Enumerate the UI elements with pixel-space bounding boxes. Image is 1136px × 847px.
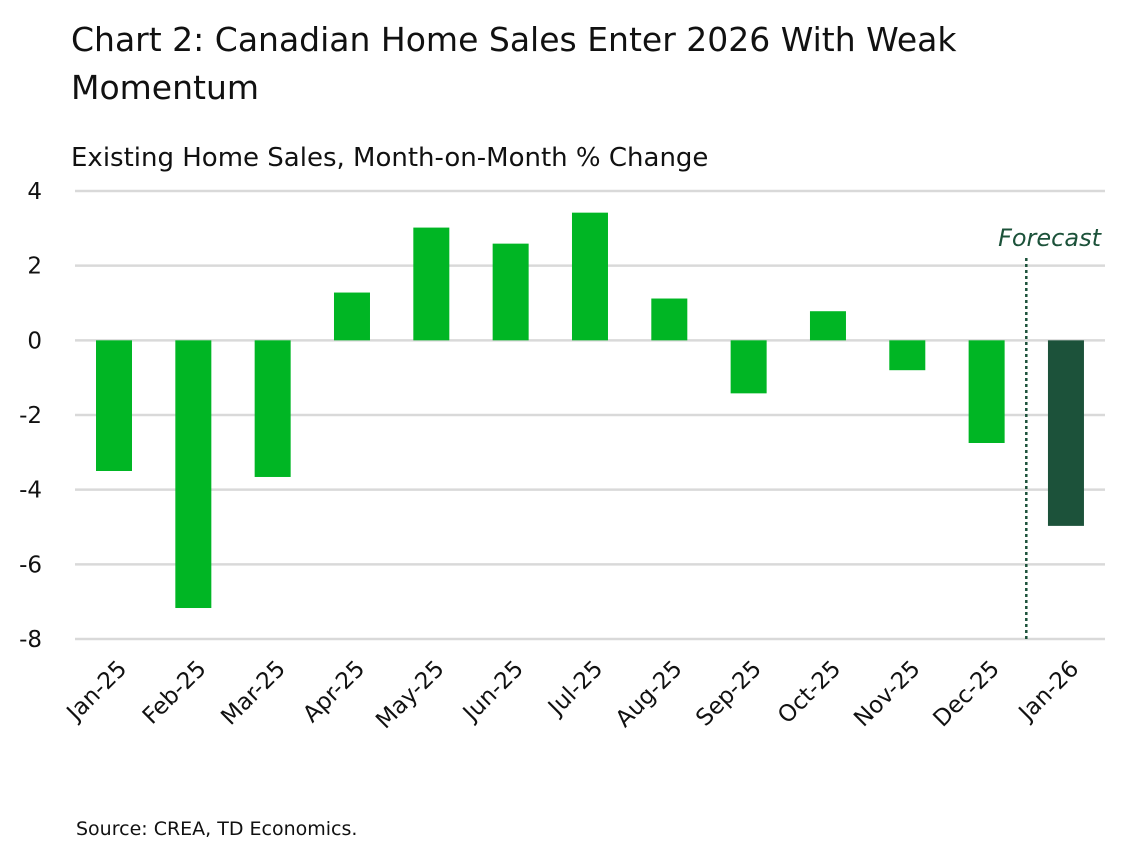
x-tick-label: Oct-25 [773, 656, 846, 729]
bar [254, 340, 291, 477]
y-tick-label: 2 [27, 254, 42, 280]
y-tick-label: -6 [19, 552, 42, 578]
y-tick-label: -4 [19, 478, 42, 504]
x-tick-label: Jul-25 [542, 656, 608, 722]
chart-title: Chart 2: Canadian Home Sales Enter 2026 … [71, 20, 957, 107]
bar [571, 212, 608, 341]
bar [651, 298, 688, 341]
bar [730, 340, 767, 394]
bar [96, 340, 132, 471]
chart-subtitle: Existing Home Sales, Month-on-Month % Ch… [71, 143, 709, 173]
y-tick-label: -8 [19, 627, 42, 653]
x-tick-label: Jan-25 [61, 656, 132, 727]
bar [413, 227, 450, 341]
forecast-label: Forecast [998, 224, 1103, 252]
x-tick-label: Mar-25 [216, 656, 291, 731]
bar [889, 340, 926, 371]
x-tick-label: Nov-25 [849, 656, 925, 732]
x-tick-label: Dec-25 [928, 656, 1004, 732]
bar [333, 292, 370, 341]
chart-source: Source: CREA, TD Economics. [76, 818, 358, 840]
bar [175, 340, 212, 609]
x-tick-label: Feb-25 [138, 656, 212, 730]
x-tick-label: Jan-26 [1013, 656, 1084, 727]
y-tick-label: 0 [27, 328, 42, 354]
x-tick-label: Aug-25 [611, 656, 688, 733]
bar [968, 340, 1005, 443]
x-tick-label: Apr-25 [298, 656, 370, 728]
x-tick-label: May-25 [371, 656, 449, 734]
bar [1047, 340, 1084, 526]
bar [809, 311, 846, 341]
y-tick-label: -2 [19, 403, 42, 429]
x-tick-label: Jun-25 [457, 656, 529, 728]
x-tick-label: Sep-25 [691, 656, 767, 732]
bar [492, 243, 529, 341]
y-tick-label: 4 [27, 179, 42, 205]
